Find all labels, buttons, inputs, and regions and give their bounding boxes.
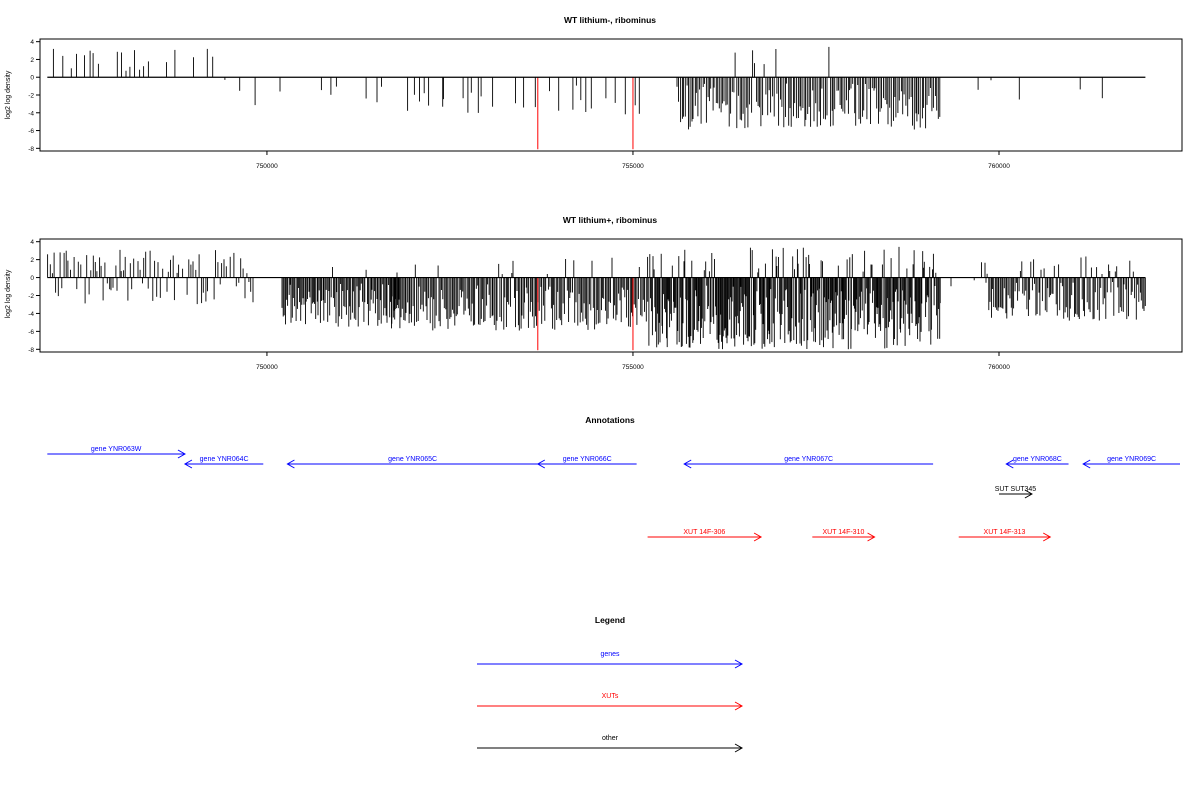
x-tick-label: 760000 (988, 364, 1010, 371)
y-tick-label: 4 (30, 39, 34, 46)
y-axis: 4 2 0 -2 -4 -6 -8 (28, 39, 40, 153)
feature-arrow: gene YNR067C (683, 456, 934, 469)
feature-label: gene YNR067C (784, 456, 833, 463)
feature-label: XUT 14F-313 (984, 529, 1026, 536)
legend-item: other (477, 735, 744, 753)
y-tick-label: 2 (30, 57, 34, 64)
legend-item-label: XUTs (602, 693, 619, 700)
legend-item-label: genes (600, 651, 620, 658)
panel-title: WT lithium-, ribominus (564, 15, 656, 25)
legend: Legend genes XUTs other (477, 615, 744, 753)
y-axis-label: log2 log density (5, 269, 12, 318)
panel-title: WT lithium+, ribominus (563, 215, 657, 225)
feature-label: gene YNR068C (1013, 456, 1062, 463)
legend-item-label: other (602, 735, 619, 742)
feature-arrow: XUT 14F-306 (647, 529, 763, 542)
feature-arrow: XUT 14F-313 (958, 529, 1052, 542)
x-tick-label: 755000 (622, 364, 644, 371)
feature-arrow: gene YNR068C (1005, 456, 1069, 469)
feature-arrow: gene YNR066C (536, 456, 637, 469)
annotations-title: Annotations (585, 415, 635, 425)
legend-items: genes XUTs other (477, 651, 744, 753)
bar-series (52, 46, 1103, 150)
legend-item: XUTs (477, 693, 744, 711)
feature-arrow: XUT 14F-310 (812, 529, 876, 542)
x-tick-label: 750000 (256, 364, 278, 371)
y-tick-label: -4 (28, 110, 34, 117)
plot-frame (39, 38, 1183, 152)
feature-arrow: SUT SUT345 (995, 486, 1037, 499)
track-panel-lithium-plus: WT lithium+, ribominus log2 log density … (5, 215, 1183, 371)
feature-label: gene YNR066C (563, 456, 612, 463)
feature-arrow: gene YNR065C (286, 456, 538, 469)
y-tick-label: 0 (30, 75, 34, 82)
bar-series (47, 246, 1146, 351)
feature-label: XUT 14F-310 (822, 529, 864, 536)
x-axis: 750000 755000 760000 (256, 352, 1010, 371)
track-panel-lithium-minus: WT lithium-, ribominus log2 log density … (5, 15, 1183, 170)
y-axis-label: log2 log density (5, 70, 12, 119)
legend-title: Legend (595, 615, 625, 625)
y-tick-label: -4 (28, 311, 34, 318)
y-tick-label: 2 (30, 257, 34, 264)
y-axis: 4 2 0 -2 -4 -6 -8 (28, 239, 40, 354)
y-tick-label: -6 (28, 128, 34, 135)
y-tick-label: -8 (28, 146, 34, 153)
feature-arrow: gene YNR069C (1082, 456, 1180, 469)
y-tick-label: -2 (28, 293, 34, 300)
feature-label: gene YNR063W (91, 446, 142, 453)
plot-frame (39, 238, 1183, 353)
feature-label: gene YNR069C (1107, 456, 1156, 463)
legend-item: genes (477, 651, 744, 669)
feature-arrow: gene YNR063W (47, 446, 186, 459)
feature-label: XUT 14F-306 (683, 529, 725, 536)
feature-arrow: gene YNR064C (183, 456, 264, 469)
feature-label: gene YNR064C (200, 456, 249, 463)
feature-list: gene YNR063W gene YNR064C gene YNR065C gene… (47, 446, 1180, 542)
x-tick-label: 755000 (622, 163, 644, 170)
y-tick-label: 0 (30, 275, 34, 282)
y-tick-label: -8 (28, 347, 34, 354)
x-axis: 750000 755000 760000 (256, 151, 1010, 170)
y-tick-label: 4 (30, 239, 34, 246)
feature-label: SUT SUT345 (995, 486, 1037, 493)
y-tick-label: -2 (28, 93, 34, 100)
x-tick-label: 760000 (988, 163, 1010, 170)
y-tick-label: -6 (28, 329, 34, 336)
feature-label: gene YNR065C (388, 456, 437, 463)
x-tick-label: 750000 (256, 163, 278, 170)
